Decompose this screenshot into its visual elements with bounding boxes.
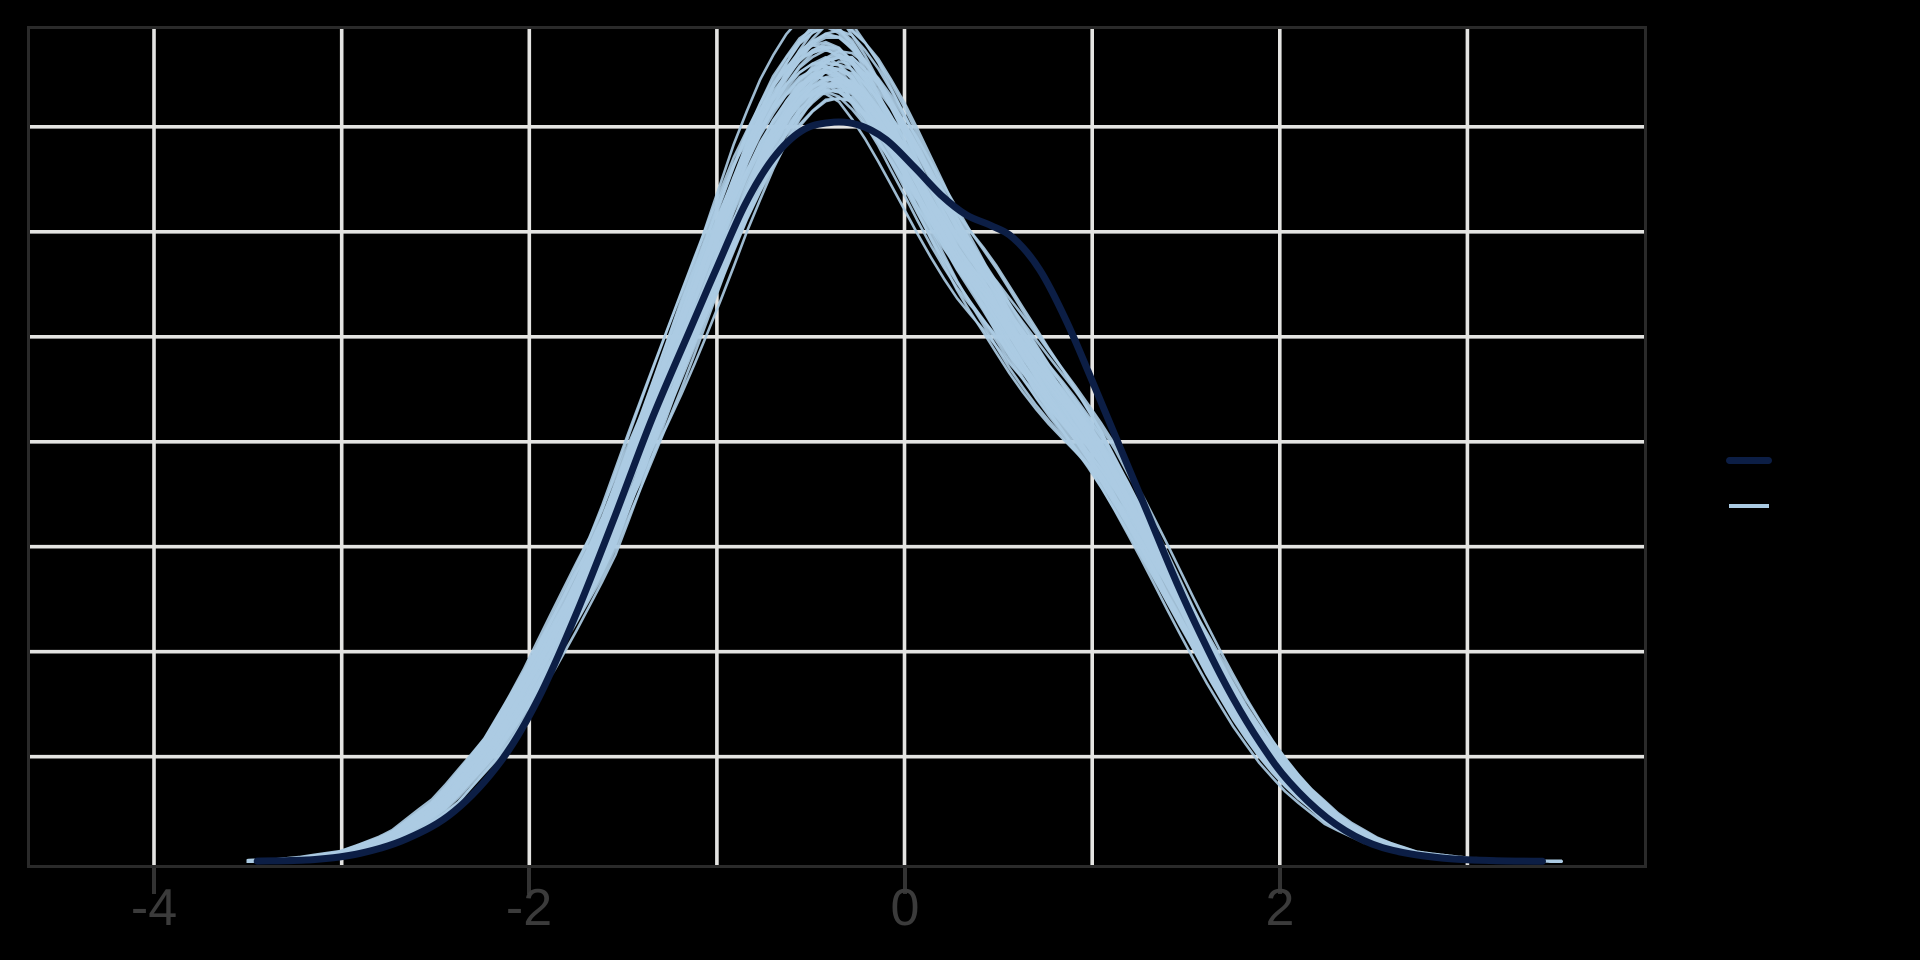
x-axis-tick (527, 868, 531, 894)
x-axis-tick-label: -2 (505, 879, 553, 937)
x-axis-tick-label: 0 (890, 879, 920, 937)
legend (1726, 437, 1916, 529)
legend-swatch-yrep (1729, 504, 1769, 508)
x-axis-tick (903, 868, 907, 894)
yrep-density-curve (246, 53, 1563, 863)
legend-item (1726, 437, 1916, 483)
panel-border (27, 26, 1647, 868)
x-axis-tick (1278, 868, 1282, 894)
y-curve (253, 118, 1546, 865)
plot-panel (27, 26, 1647, 868)
yrep-density-curve (246, 26, 1563, 863)
chart-svg (27, 26, 1647, 868)
x-axis-tick-label: -4 (130, 879, 178, 937)
y-density-curve (253, 118, 1546, 865)
x-axis-tick-label: 2 (1265, 879, 1295, 937)
legend-item (1726, 483, 1916, 529)
legend-swatch-y (1726, 456, 1772, 464)
x-axis-tick (152, 868, 156, 894)
panel-grid (27, 26, 1647, 868)
